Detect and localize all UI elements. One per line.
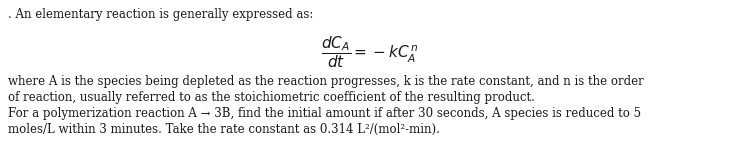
- Text: $\dfrac{dC_A}{dt} = -kC_A^{\,n}$: $\dfrac{dC_A}{dt} = -kC_A^{\,n}$: [321, 35, 419, 70]
- Text: . An elementary reaction is generally expressed as:: . An elementary reaction is generally ex…: [8, 8, 313, 21]
- Text: of reaction, usually referred to as the stoichiometric coefficient of the result: of reaction, usually referred to as the …: [8, 91, 535, 104]
- Text: For a polymerization reaction A → 3B, find the initial amount if after 30 second: For a polymerization reaction A → 3B, fi…: [8, 107, 641, 120]
- Text: moles/L within 3 minutes. Take the rate constant as 0.314 L²/(mol²-min).: moles/L within 3 minutes. Take the rate …: [8, 123, 440, 136]
- Text: where A is the species being depleted as the reaction progresses, k is the rate : where A is the species being depleted as…: [8, 75, 644, 88]
